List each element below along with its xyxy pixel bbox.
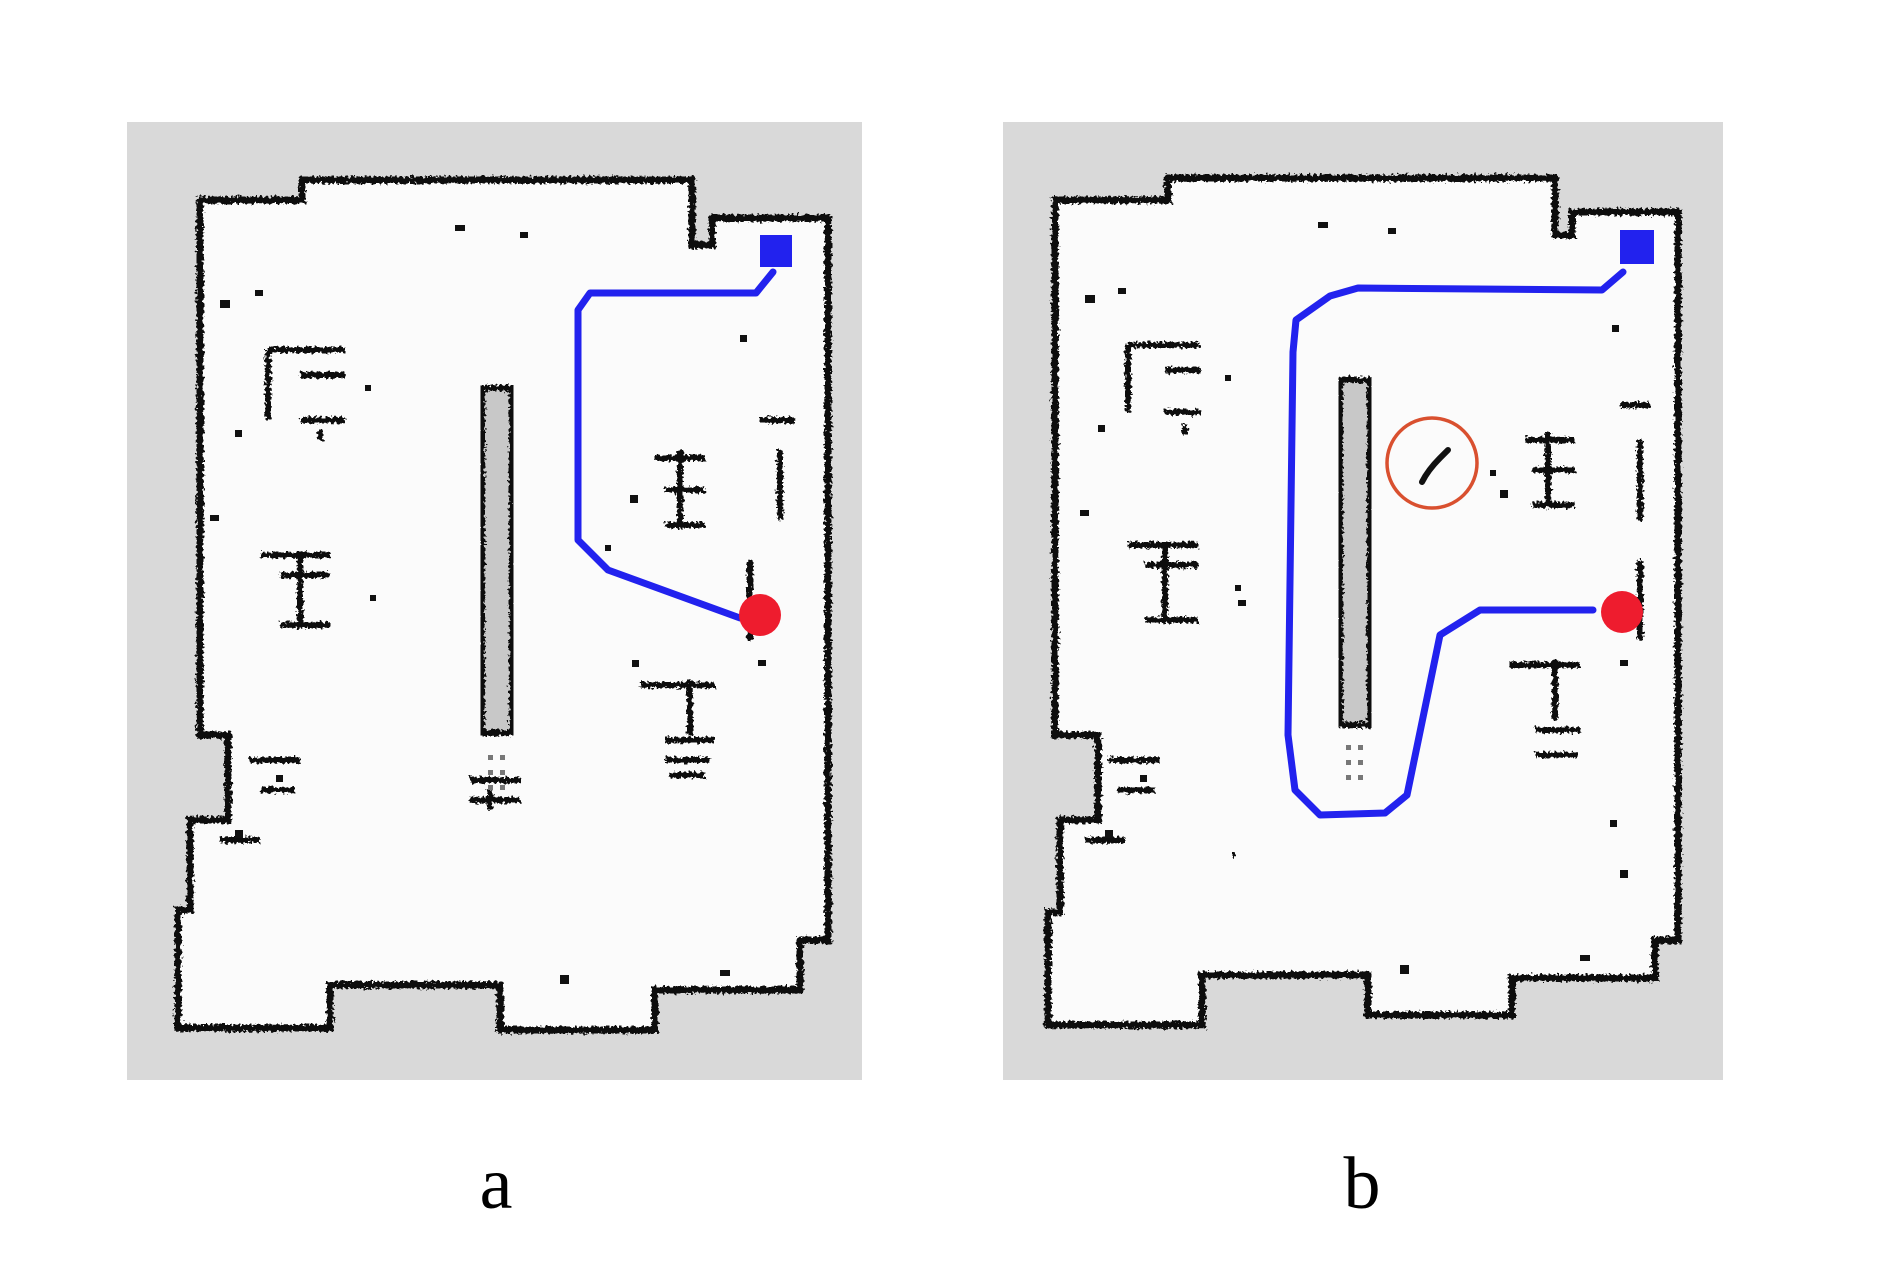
central-shelf [479, 385, 515, 736]
central-shelf [1337, 377, 1373, 728]
planned-path [1284, 268, 1627, 819]
goal-marker [1620, 230, 1654, 264]
panel-a: a [127, 122, 862, 1225]
furniture-cluster [220, 347, 795, 843]
goal-marker [760, 235, 792, 267]
start-marker [739, 594, 781, 636]
planned-path [574, 268, 777, 622]
panel-label-b: b [1344, 1143, 1381, 1225]
furniture-cluster [1085, 342, 1650, 858]
shelf-noise [1346, 745, 1363, 780]
start-marker [1601, 591, 1643, 633]
panel-b: b [1003, 122, 1723, 1225]
map-noise [210, 225, 766, 984]
shelf-noise [488, 755, 505, 790]
obstacle-highlight-circle [1385, 416, 1479, 510]
map-noise [1080, 222, 1628, 974]
new-obstacle [1419, 447, 1451, 485]
panel-label-a: a [480, 1143, 513, 1225]
